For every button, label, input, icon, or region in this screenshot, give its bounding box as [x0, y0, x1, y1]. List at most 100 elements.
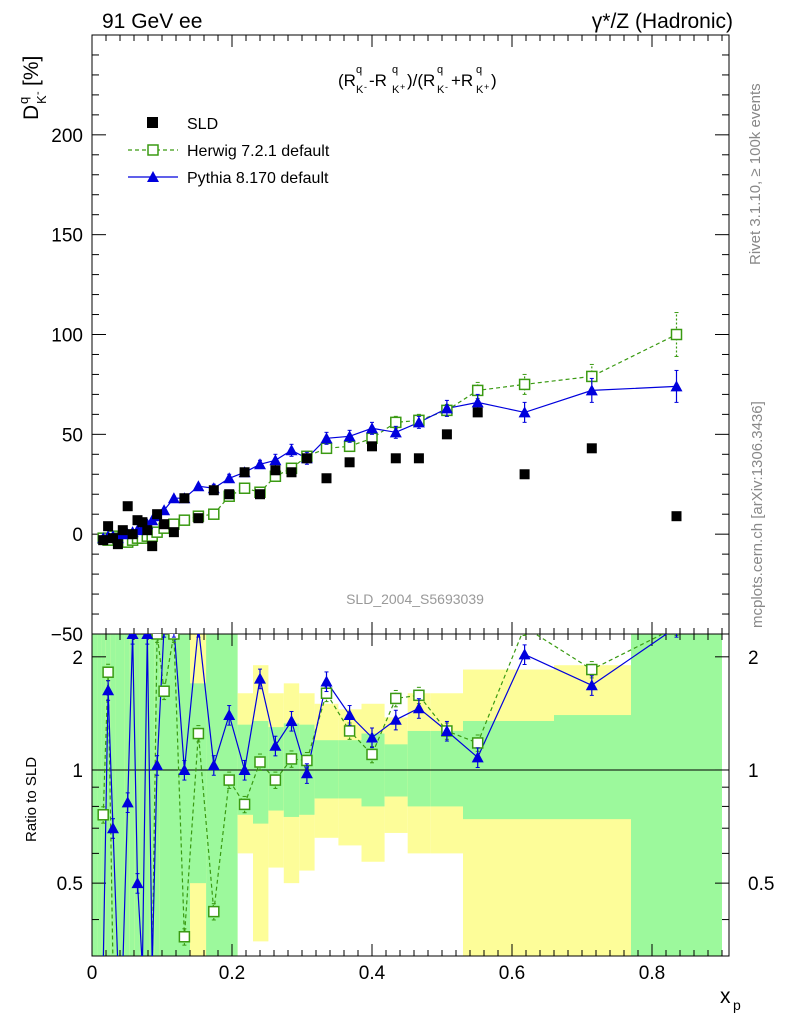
- sld-point: [147, 541, 158, 552]
- svg-text:q: q: [476, 64, 482, 76]
- pythia-ratio-point: [121, 796, 134, 808]
- sld-point: [98, 535, 109, 546]
- sld-point: [159, 519, 170, 530]
- pythia-ratio-point: [141, 634, 154, 639]
- y-tick-label: 0: [72, 525, 83, 546]
- pythia-ratio-point: [151, 759, 164, 771]
- pythia-point: [223, 472, 236, 484]
- y-tick-label: 200: [51, 126, 83, 147]
- pythia-point: [366, 422, 378, 434]
- svg-text:q: q: [392, 64, 398, 76]
- herwig-ratio-point: [151, 634, 163, 640]
- band-inner-bin: [314, 740, 339, 799]
- herwig-line: [102, 333, 677, 543]
- band-inner-bin: [105, 634, 111, 956]
- herwig-ratio-point: [123, 962, 133, 972]
- band-inner-bin: [268, 727, 284, 811]
- herwig-ratio-point: [133, 962, 143, 972]
- pythia-ratio-point: [146, 961, 158, 972]
- pythia-ratio-point: [168, 621, 180, 632]
- pythia-ratio-point: [343, 709, 356, 721]
- formula-label: (R K - q -R K + q )/(R K - q +R K + q ): [338, 64, 497, 96]
- pythia-ratio-point: [320, 675, 333, 687]
- left-title: 91 GeV ee: [102, 10, 202, 33]
- pythia-point: [670, 380, 683, 392]
- y-tick-label: 100: [51, 326, 83, 347]
- pythia-point: [320, 432, 333, 444]
- mcplots-label: mcplots.cern.ch [arXiv:1306.3436]: [749, 401, 766, 628]
- legend-label-pythia: Pythia 8.170 default: [187, 170, 329, 187]
- sld-point: [127, 529, 138, 540]
- pythia-point: [254, 458, 266, 470]
- pythia-ratio-point: [158, 621, 170, 632]
- pythia-ratio-point: [131, 877, 144, 889]
- band-inner-bin: [169, 634, 180, 956]
- sld-point: [441, 429, 452, 440]
- sld-point: [112, 539, 123, 550]
- sld-point: [413, 453, 424, 464]
- ratio-y-tick-label: 1: [72, 761, 83, 782]
- svg-text:-: -: [364, 82, 367, 92]
- pythia-point: [412, 416, 425, 428]
- svg-text:+R: +R: [451, 71, 473, 90]
- herwig-ratio-point: [254, 756, 266, 768]
- band-inner-bin: [101, 634, 106, 956]
- pythia-ratio-point: [389, 713, 402, 725]
- svg-text:K: K: [392, 84, 400, 96]
- pythia-point: [440, 402, 453, 414]
- pythia-point: [518, 406, 531, 418]
- herwig-ratio-point: [178, 931, 191, 943]
- sld-point: [142, 525, 153, 536]
- band-inner-bin: [149, 634, 155, 956]
- herwig-ratio-point: [269, 774, 282, 786]
- sld-point: [255, 489, 265, 500]
- pythia-point: [585, 384, 598, 396]
- herwig-point: [178, 514, 191, 526]
- svg-text:K: K: [34, 95, 49, 104]
- band-inner-bin: [97, 634, 102, 956]
- herwig-ratio-point: [390, 692, 402, 705]
- sld-point: [193, 513, 204, 524]
- y-tick-label: 50: [62, 425, 83, 446]
- ratio-y-tick-label-right: 2: [748, 648, 759, 669]
- sld-point: [117, 525, 128, 536]
- x-tick-label: 0.6: [499, 963, 525, 984]
- x-tick-label: 0.2: [219, 963, 245, 984]
- sld-point: [344, 457, 355, 468]
- herwig-ratio-point: [147, 962, 157, 972]
- svg-text:K: K: [437, 84, 445, 96]
- right-title: γ*/Z (Hadronic): [592, 10, 733, 33]
- band-inner-bin: [190, 683, 207, 884]
- band-inner-bin: [134, 634, 140, 956]
- pythia-ratio-point: [178, 763, 191, 775]
- pythia-point: [285, 444, 298, 456]
- ratio-y-tick-label-right: 0.5: [748, 874, 774, 895]
- herwig-ratio-point: [102, 666, 114, 678]
- sld-point: [472, 407, 483, 418]
- ratio-y-tick-label: 0.5: [57, 874, 83, 895]
- svg-text:q: q: [356, 64, 362, 76]
- sld-point: [224, 489, 235, 500]
- y-axis-title: D K - q [%]: [16, 56, 49, 120]
- sld-point: [270, 465, 281, 476]
- pythia-ratio-point: [126, 634, 139, 639]
- pythia-ratio-point: [136, 961, 148, 972]
- svg-text:+: +: [484, 82, 489, 92]
- sld-point: [122, 501, 133, 512]
- band-inner-bin: [139, 634, 145, 956]
- sld-point: [208, 485, 219, 496]
- svg-text:K: K: [356, 84, 364, 96]
- sld-point: [519, 469, 530, 480]
- pythia-ratio-point: [412, 702, 425, 714]
- x-tick-label: 0: [87, 963, 98, 984]
- herwig-ratio-point: [586, 663, 598, 676]
- sld-point: [390, 453, 401, 464]
- band-inner-bin: [221, 634, 238, 956]
- band-inner-bin: [159, 634, 169, 956]
- sld-point: [239, 467, 250, 478]
- herwig-ratio-point: [208, 905, 220, 918]
- band-inner-bin: [129, 634, 135, 956]
- herwig-point: [238, 482, 251, 494]
- svg-text:+: +: [400, 82, 405, 92]
- herwig-ratio-point: [192, 727, 205, 740]
